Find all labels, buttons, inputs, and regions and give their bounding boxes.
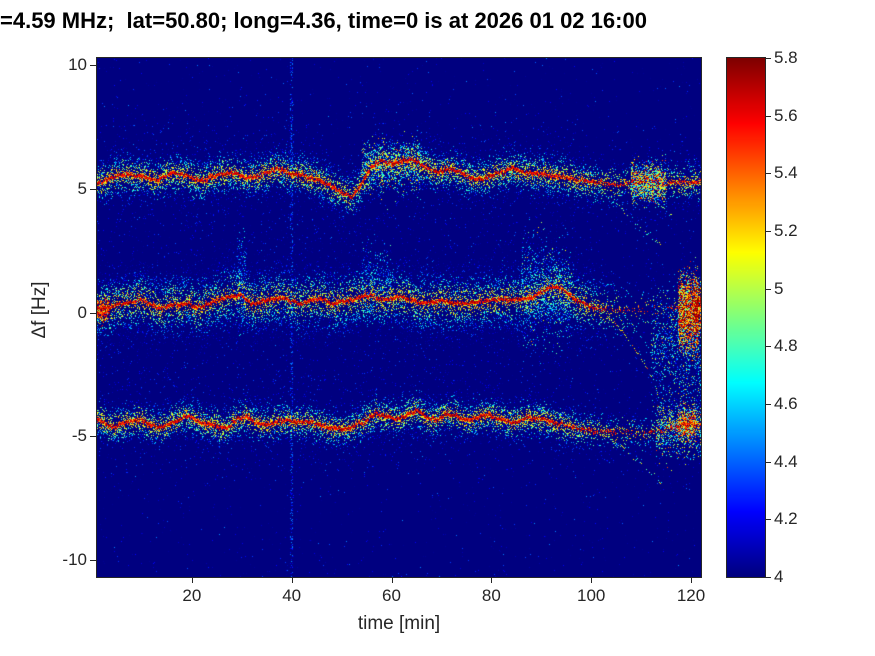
y-tick-label: 5	[77, 178, 87, 198]
y-tick-label: 10	[68, 55, 87, 75]
x-tick-mark	[191, 578, 193, 583]
x-tick-label: 80	[481, 586, 501, 605]
colorbar-tick-mark	[766, 58, 771, 59]
colorbar-tick-label: 4.4	[774, 451, 798, 471]
x-tick-label: 40	[282, 586, 302, 605]
colorbar-tick-mark	[766, 519, 771, 521]
colorbar	[726, 57, 766, 578]
colorbar-canvas	[727, 58, 765, 577]
x-tick-mark	[391, 578, 393, 583]
y-tick-label: 0	[77, 302, 87, 322]
colorbar-tick-label: 5	[774, 278, 784, 298]
y-tick-mark	[90, 559, 96, 561]
colorbar-tick-mark	[766, 173, 771, 175]
colorbar-tick-label: 4.8	[774, 336, 798, 356]
x-tick-label: 120	[676, 586, 706, 605]
x-tick-mark	[491, 578, 493, 583]
x-axis-label: time [min]	[357, 613, 441, 634]
colorbar-tick-mark	[766, 115, 771, 117]
colorbar-tick-mark	[766, 288, 771, 290]
x-tick-label: 100	[576, 586, 606, 605]
y-tick-label: -5	[71, 426, 87, 446]
colorbar-tick-label: 5.8	[774, 48, 798, 67]
colorbar-tick-label: 5.2	[774, 221, 798, 240]
y-tick-label: -10	[62, 549, 87, 569]
x-tick-mark	[691, 578, 693, 583]
heatmap-canvas	[97, 58, 701, 577]
x-tick-mark	[591, 578, 593, 583]
colorbar-tick-mark	[766, 461, 771, 463]
colorbar-tick-label: 5.4	[774, 163, 798, 183]
x-tick-mark	[291, 578, 293, 583]
colorbar-tick-label: 5.6	[774, 105, 798, 125]
plot-area	[96, 57, 702, 578]
x-tick-label: 60	[382, 586, 401, 605]
y-tick-mark	[90, 188, 96, 190]
y-tick-mark	[90, 436, 96, 438]
colorbar-tick-label: 4.2	[774, 509, 798, 529]
colorbar-tick-label: 4	[774, 567, 784, 586]
colorbar-tick-mark	[766, 231, 771, 232]
y-tick-mark	[90, 65, 96, 67]
x-tick-label: 20	[182, 586, 202, 605]
y-tick-mark	[90, 312, 96, 314]
colorbar-tick-mark	[766, 404, 771, 405]
chart-title: =4.59 MHz; lat=50.80; long=4.36, time=0 …	[0, 8, 647, 33]
colorbar-tick-mark	[766, 577, 771, 578]
colorbar-tick-label: 4.6	[774, 394, 798, 413]
colorbar-tick-mark	[766, 346, 771, 348]
